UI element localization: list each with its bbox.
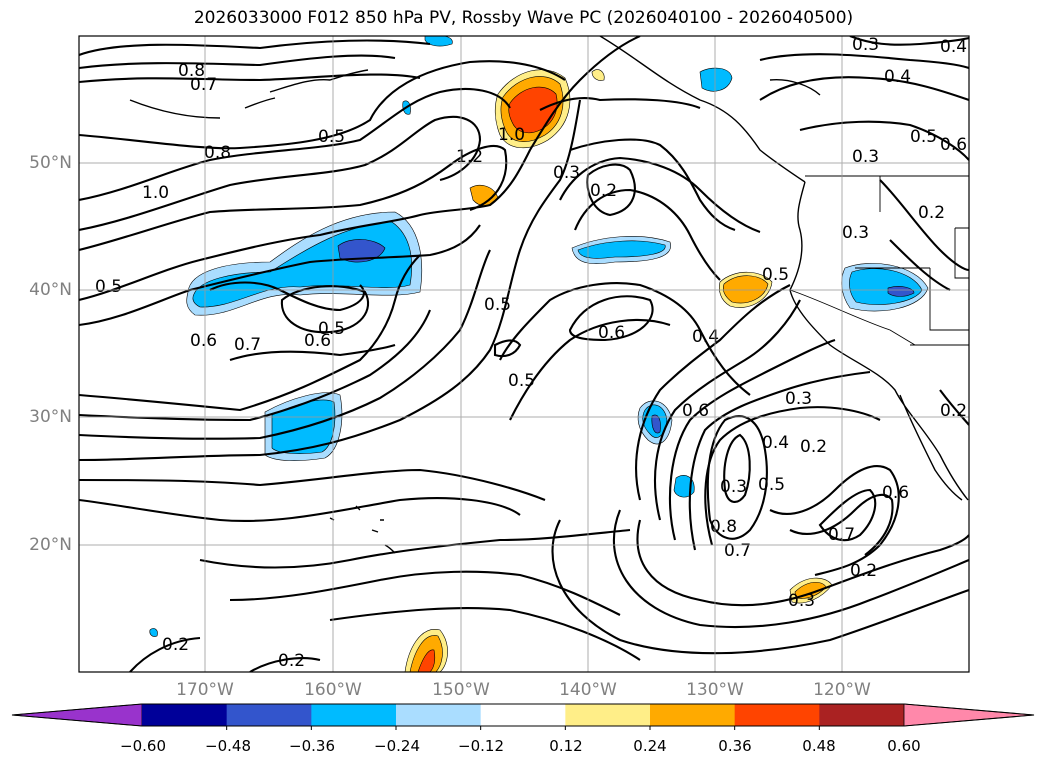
colorbar-tick-label: 0.12 bbox=[549, 737, 583, 755]
lon-label: 130°W bbox=[686, 680, 744, 700]
colorbar-segment bbox=[311, 704, 397, 726]
contour-label: 0.2 bbox=[800, 437, 827, 457]
lon-label: 140°W bbox=[559, 680, 617, 700]
contour-label: 0.4 bbox=[762, 433, 789, 453]
contour-label: 0.6 bbox=[682, 401, 709, 421]
contour-label: 0.4 bbox=[940, 37, 967, 57]
contour-label: 0.6 bbox=[882, 483, 909, 503]
lon-label: 170°W bbox=[176, 680, 234, 700]
colorbar-segment bbox=[734, 704, 820, 726]
contour-label: 0.3 bbox=[852, 35, 879, 55]
contour-label: 0.6 bbox=[304, 331, 331, 351]
colorbar-outline bbox=[11, 703, 1035, 727]
colorbar-tick-label: −0.12 bbox=[458, 737, 504, 755]
lon-label: 150°W bbox=[432, 680, 490, 700]
shaded-anomalies bbox=[149, 36, 929, 672]
contour-label: 0.6 bbox=[940, 135, 967, 155]
gridlines bbox=[79, 36, 969, 672]
colorbar-tick-label: −0.24 bbox=[374, 737, 420, 755]
contour-label: 0.8 bbox=[178, 61, 205, 81]
lon-label: 160°W bbox=[304, 680, 362, 700]
contour-label: 1.0 bbox=[498, 125, 525, 145]
contour-label: 0.5 bbox=[508, 371, 535, 391]
contour-label: 0.5 bbox=[95, 277, 122, 297]
contour-label: 0.6 bbox=[598, 323, 625, 343]
contour-label: 0.8 bbox=[710, 517, 737, 537]
colorbar-segment bbox=[819, 704, 905, 726]
contour-label: 0.2 bbox=[940, 401, 967, 421]
map-frame bbox=[78, 35, 970, 673]
contour-label: 0.2 bbox=[590, 181, 617, 201]
contour-label: 1.0 bbox=[142, 183, 169, 203]
contour-label: 0.7 bbox=[190, 75, 217, 95]
borders bbox=[789, 175, 969, 346]
lon-label: 120°W bbox=[813, 680, 871, 700]
contour-label: 0.5 bbox=[484, 295, 511, 315]
colorbar-tick-label: −0.48 bbox=[205, 737, 251, 755]
lat-label: 20°N bbox=[29, 535, 72, 555]
colorbar-segment bbox=[396, 704, 482, 726]
colorbar-extend-min bbox=[11, 703, 143, 727]
contour-label: 0.2 bbox=[850, 561, 877, 581]
contour-label: 0.2 bbox=[162, 635, 189, 655]
contour-label: 0.2 bbox=[918, 203, 945, 223]
contour-label: 0.7 bbox=[724, 541, 751, 561]
contour-label-group: 0.8 0.7 0.5 0.8 1.0 0.5 1.2 1.0 0.3 0.2 … bbox=[95, 35, 967, 671]
contour-label: 0.5 bbox=[318, 319, 345, 339]
colorbar-segment bbox=[142, 704, 228, 726]
colorbar-segment bbox=[480, 704, 566, 726]
colorbar-tick-label: −0.60 bbox=[120, 737, 166, 755]
colorbar-tick-label: 0.36 bbox=[718, 737, 752, 755]
contour-label: 0.3 bbox=[720, 477, 747, 497]
lat-label: 30°N bbox=[29, 407, 72, 427]
contour-label: 0.5 bbox=[758, 475, 785, 495]
contour-label: 0.3 bbox=[788, 591, 815, 611]
lat-label: 40°N bbox=[29, 280, 72, 300]
contour-label: 0.4 bbox=[884, 67, 911, 87]
contour-label: 0.3 bbox=[842, 223, 869, 243]
contour-label: 0.5 bbox=[762, 265, 789, 285]
colorbar-tick-label: 0.24 bbox=[633, 737, 667, 755]
colorbar-segment bbox=[650, 704, 736, 726]
colorbar-tick-label: 0.60 bbox=[887, 737, 921, 755]
contour-label: 0.4 bbox=[692, 327, 719, 347]
contour-label: 0.6 bbox=[190, 331, 217, 351]
contour-label: 1.2 bbox=[456, 147, 483, 167]
colorbar-segment bbox=[565, 704, 651, 726]
contour-label: 0.5 bbox=[318, 127, 345, 147]
contour-label: 0.7 bbox=[234, 335, 261, 355]
contour-label: 0.3 bbox=[553, 163, 580, 183]
pv-contours bbox=[79, 36, 969, 672]
lat-label: 50°N bbox=[29, 153, 72, 173]
contour-label: 0.3 bbox=[785, 389, 812, 409]
contour-label: 0.3 bbox=[852, 147, 879, 167]
colorbar-extend-max bbox=[903, 703, 1035, 727]
colorbar-tick-label: −0.36 bbox=[289, 737, 335, 755]
colorbar bbox=[11, 703, 1035, 730]
contour-label: 0.5 bbox=[910, 127, 937, 147]
contour-label: 0.2 bbox=[278, 651, 305, 671]
contour-label: 0.8 bbox=[204, 143, 231, 163]
colorbar-segment bbox=[226, 704, 312, 726]
map-title: 2026033000 F012 850 hPa PV, Rossby Wave … bbox=[193, 8, 854, 28]
colorbar-tick-label: 0.48 bbox=[802, 737, 836, 755]
